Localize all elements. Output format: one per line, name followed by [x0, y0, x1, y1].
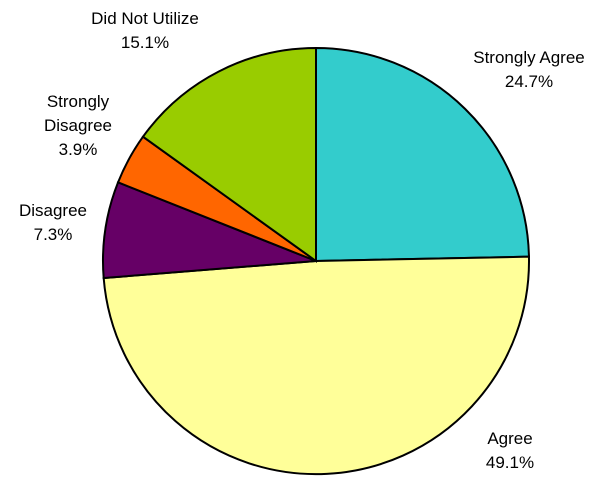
pie-slices — [102, 46, 530, 476]
pie-slice-did-not-utilize — [141, 46, 317, 263]
pie-slice-disagree — [102, 181, 317, 280]
slice-value-label: 49.1% — [486, 453, 534, 472]
slice-label-strongly-disagree: Strongly Disagree 3.9% — [44, 92, 112, 159]
slice-labels: Strongly Agree 24.7% Agree 49.1% Disagree 7.3… — [19, 9, 585, 472]
slice-value-label: 7.3% — [34, 225, 73, 244]
slice-label-disagree: Disagree 7.3% — [19, 201, 87, 244]
slice-name-label: Did Not Utilize — [91, 9, 199, 28]
slice-label-agree: Agree 49.1% — [486, 429, 534, 472]
slice-name-label: Agree — [487, 429, 532, 448]
slice-value-label: 3.9% — [59, 140, 98, 159]
slice-name-label: Disagree — [19, 201, 87, 220]
slice-label-did-not-utilize: Did Not Utilize 15.1% — [91, 9, 199, 52]
pie-slice-agree — [102, 255, 530, 476]
slice-name-label: Strongly — [47, 92, 110, 111]
slice-name-label: Strongly Agree — [473, 48, 585, 67]
slice-name-label: Disagree — [44, 116, 112, 135]
slice-value-label: 24.7% — [505, 72, 553, 91]
slice-label-strongly-agree: Strongly Agree 24.7% — [473, 48, 585, 91]
pie-slice-strongly-agree — [315, 46, 530, 263]
slice-value-label: 15.1% — [121, 33, 169, 52]
